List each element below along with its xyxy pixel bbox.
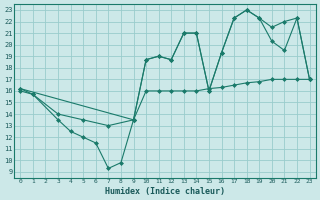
- X-axis label: Humidex (Indice chaleur): Humidex (Indice chaleur): [105, 187, 225, 196]
